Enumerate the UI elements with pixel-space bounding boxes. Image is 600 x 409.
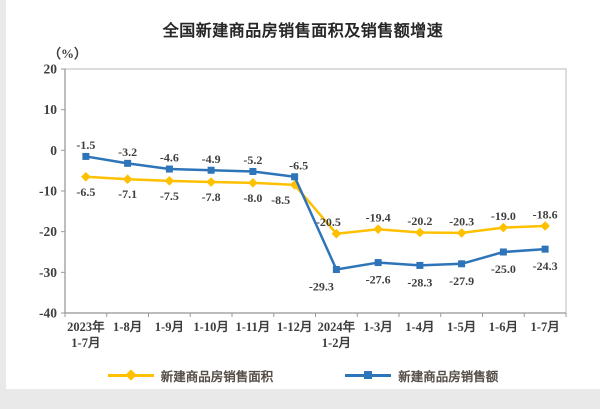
data-label: -24.3 (533, 259, 558, 273)
diamond-marker-icon (540, 221, 550, 231)
data-label: -7.8 (202, 190, 221, 204)
data-label: -7.1 (118, 187, 137, 201)
x-tick-label: 1-5月 (447, 320, 476, 334)
data-label: -8.0 (243, 191, 262, 205)
legend-label-sales-value: 新建商品房销售额 (398, 370, 499, 384)
data-label: -6.5 (76, 185, 95, 199)
diamond-marker-icon (206, 177, 216, 187)
data-label: -18.6 (533, 207, 558, 221)
data-label: -20.5 (316, 215, 341, 229)
y-axis-unit-label: （%） (48, 46, 88, 61)
y-tick-label: -40 (39, 306, 57, 321)
legend: 新建商品房销售面积 新建商品房销售额 (6, 366, 600, 385)
y-tick-label: -10 (39, 184, 57, 199)
square-marker-icon (82, 152, 90, 160)
data-label: -27.9 (449, 274, 474, 288)
x-tick-label: 1-10月 (193, 320, 228, 334)
data-label: -1.5 (76, 138, 95, 152)
square-marker-icon (207, 166, 215, 174)
plot-frame (64, 68, 567, 314)
square-marker-icon (416, 261, 424, 269)
legend-item-sales-value: 新建商品房销售额 (345, 366, 498, 385)
y-tick-label: -20 (39, 224, 57, 239)
line-square-marker-icon (345, 371, 392, 379)
diamond-marker-icon (248, 178, 258, 188)
data-label: -20.3 (449, 214, 474, 228)
data-label: -5.2 (243, 153, 262, 167)
square-marker-icon (499, 248, 507, 256)
data-label: -6.5 (289, 158, 308, 172)
data-label: -29.3 (309, 279, 334, 293)
square-marker-icon (332, 265, 340, 273)
square-marker-icon (124, 159, 132, 167)
plot-area: 20 10 0 -10 -20 -30 -40 2023年 1-7月 1-8月 1-9月 1-10月 1… (39, 62, 567, 350)
y-tick-label: -30 (39, 265, 57, 280)
square-marker-icon (458, 260, 466, 268)
square-marker-icon (165, 165, 173, 173)
x-tick-label: 1-7月 (531, 320, 560, 334)
data-label: -4.9 (202, 152, 221, 166)
square-marker-icon (249, 167, 257, 175)
x-tick-label: 1-3月 (364, 320, 393, 334)
diamond-marker-icon (498, 222, 509, 233)
series-line-1 (85, 155, 546, 271)
line-diamond-marker-icon (107, 369, 154, 381)
x-tick-label: 1-7月 (71, 336, 100, 350)
y-tick-label: 20 (44, 62, 58, 77)
square-marker-icon (541, 245, 549, 253)
data-label: -20.2 (407, 214, 432, 228)
data-label: -4.6 (160, 151, 179, 165)
x-tick-label: 1-8月 (113, 320, 142, 334)
data-label: -19.0 (491, 209, 516, 223)
x-tick-label: 1-2月 (322, 336, 351, 350)
square-marker-icon (291, 173, 299, 181)
data-label: -28.3 (407, 275, 432, 289)
diamond-marker-icon (415, 227, 425, 238)
data-label: -8.5 (271, 193, 290, 207)
data-label: -27.6 (366, 273, 391, 287)
series-line-0 (85, 175, 546, 235)
x-tick-label: 1-9月 (155, 320, 184, 334)
legend-item-sales-area: 新建商品房销售面积 (107, 366, 274, 385)
data-label: -3.2 (118, 145, 137, 159)
y-tick-label: 10 (44, 102, 58, 117)
x-tick-label: 1-4月 (405, 320, 434, 334)
data-label: -25.0 (491, 262, 516, 276)
legend-label-sales-area: 新建商品房销售面积 (160, 370, 274, 384)
data-label: -19.4 (366, 211, 391, 225)
x-tick-label: 2023年 (67, 319, 105, 334)
chart-panel: 全国新建商品房销售面积及销售额增速 （%） 20 10 0 -10 -20 -30 -40 2… (6, 0, 600, 389)
diamond-marker-icon (456, 228, 467, 238)
diamond-marker-icon (81, 171, 91, 182)
y-tick-label: 0 (50, 143, 57, 158)
x-tick-label: 1-12月 (277, 320, 312, 334)
diamond-marker-icon (122, 174, 133, 185)
data-label: -7.5 (160, 189, 179, 203)
diamond-marker-icon (373, 224, 383, 235)
x-tick-label: 1-11月 (236, 320, 271, 334)
square-marker-icon (374, 259, 382, 267)
x-tick-label: 1-6月 (489, 320, 518, 334)
page-background-strip (0, 389, 600, 409)
diamond-marker-icon (164, 176, 175, 186)
x-tick-label: 2024年 (318, 319, 356, 334)
chart-title: 全国新建商品房销售面积及销售额增速 (162, 23, 444, 40)
